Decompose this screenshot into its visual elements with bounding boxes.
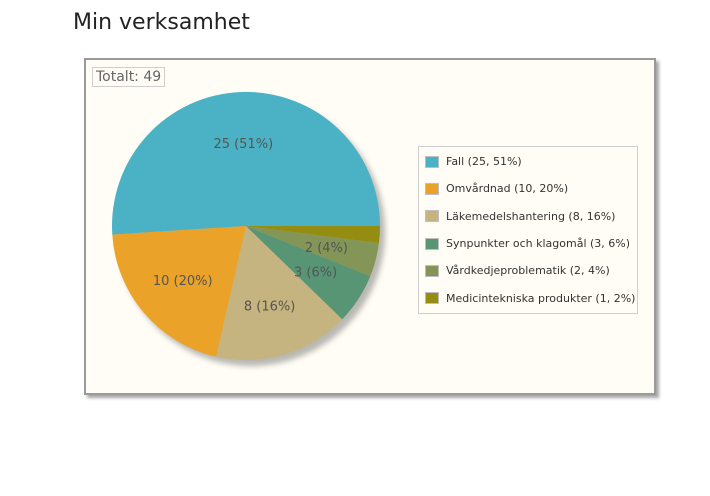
legend-item-0[interactable]: Fall (25, 51%) [419,148,637,175]
legend-swatch [425,292,439,305]
legend-item-2[interactable]: Läkemedelshantering (8, 16%) [419,203,637,230]
legend-swatch [425,210,439,223]
legend-swatch [425,155,439,168]
legend-swatch [425,182,439,195]
pie-slice-5[interactable] [246,226,380,244]
page-title: Min verksamhet [73,10,250,35]
legend-item-4[interactable]: Vårdkedjeproblematik (2, 4%) [419,257,637,284]
chart-panel: Totalt: 49 25 (51%) 10 (20%) 8 (16%) 3 (6%)… [84,58,656,395]
legend-swatch [425,264,439,277]
pie-slice-1[interactable] [112,226,246,357]
legend-label: Synpunkter och klagomål (3, 6%) [446,237,631,251]
pie-data-label-0: 25 (51%) [213,137,273,152]
legend-item-5[interactable]: Medicintekniska produkter (1, 2%) [419,284,637,311]
legend-item-1[interactable]: Omvårdnad (10, 20%) [419,175,637,202]
pie-chart: 25 (51%) 10 (20%) 8 (16%) 3 (6%) 2 (4%) [112,91,385,366]
pie-slice-2[interactable] [216,226,343,361]
pie-data-label-1: 10 (20%) [153,274,213,289]
pie-slice-4[interactable] [246,226,379,277]
pie-data-label-4: 2 (4%) [305,241,348,256]
total-label: Totalt: 49 [92,67,166,87]
legend-label: Omvårdnad (10, 20%) [446,182,569,196]
pie-slice-3[interactable] [246,226,371,320]
legend-label: Läkemedelshantering (8, 16%) [446,209,616,223]
legend-swatch [425,237,439,250]
legend-label: Fall (25, 51%) [446,155,522,169]
pie-data-label-3: 3 (6%) [294,265,337,280]
pie-data-label-2: 8 (16%) [244,300,295,315]
legend-item-3[interactable]: Synpunkter och klagomål (3, 6%) [419,230,637,257]
chart-legend: Fall (25, 51%) Omvårdnad (10, 20%) Läkemed… [418,146,638,314]
legend-label: Medicintekniska produkter (1, 2%) [446,291,636,305]
pie-slice-0[interactable] [112,91,381,235]
legend-label: Vårdkedjeproblematik (2, 4%) [446,264,610,278]
